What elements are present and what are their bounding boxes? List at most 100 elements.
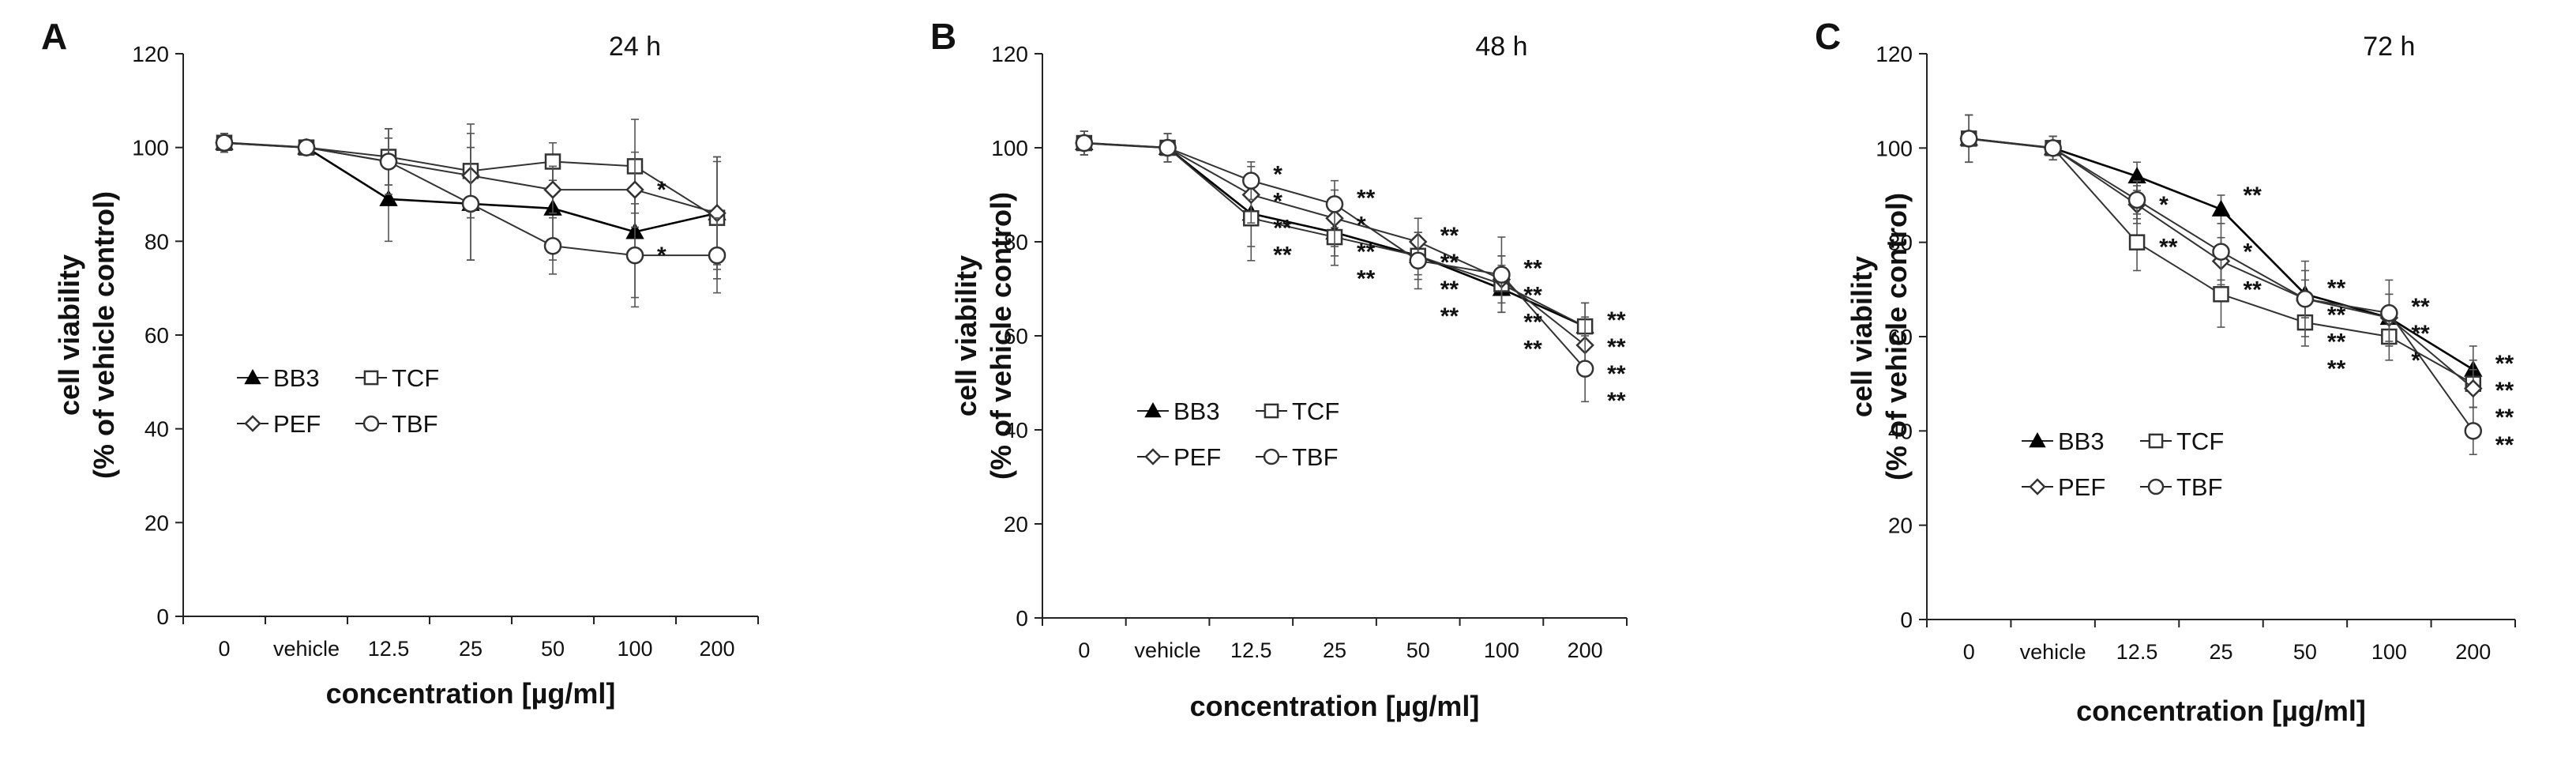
y-tick-label: 120: [991, 42, 1028, 66]
significance-marker: **: [2495, 405, 2514, 431]
data-point-circle: [297, 138, 316, 156]
legend-label: TCF: [392, 364, 439, 392]
significance-marker: **: [1523, 337, 1542, 363]
y-tick-label: 40: [1888, 419, 1913, 443]
significance-marker: **: [1440, 250, 1459, 276]
significance-marker: **: [1523, 256, 1542, 282]
data-point-circle: [1493, 266, 1511, 284]
y-tick-label: 100: [991, 136, 1028, 160]
legend-item-bb3: BB3: [237, 364, 320, 392]
y-tick-label: 80: [1888, 231, 1913, 255]
data-point-circle: [1325, 195, 1344, 213]
data-point-diamond: [625, 180, 644, 199]
x-tick-label: 100: [2371, 640, 2407, 664]
legend: BB3 TCF PEF TBF: [2022, 427, 2224, 501]
significance-marker: **: [2244, 277, 2262, 303]
legend-marker-diamond: [1144, 448, 1162, 465]
x-tick-label: 25: [2209, 640, 2232, 664]
legend-item-pef: PEF: [1137, 443, 1221, 471]
y-tick-label: 80: [1004, 230, 1028, 254]
data-point-circle: [1575, 360, 1594, 378]
x-tick-label: 100: [617, 637, 652, 661]
y-tick-label: 20: [1004, 512, 1028, 537]
y-tick-label: 100: [132, 136, 169, 160]
significance-marker: **: [1607, 361, 1626, 387]
legend-item-pef: PEF: [2022, 473, 2105, 501]
y-tick-label: 100: [1876, 136, 1913, 160]
significance-marker: **: [1357, 239, 1376, 265]
legend-marker-triangle: [244, 368, 261, 385]
data-point-triangle: [379, 189, 398, 206]
data-point-circle: [461, 194, 480, 213]
y-tick-label: 20: [145, 510, 169, 535]
y-tick-label: 40: [1004, 418, 1028, 443]
legend-label: TCF: [2176, 427, 2224, 455]
data-point-circle: [2296, 290, 2315, 308]
x-tick-label: 200: [699, 637, 734, 661]
x-tick-label: vehicle: [273, 637, 340, 661]
y-tick-label: 40: [145, 417, 169, 442]
significance-marker: **: [2327, 329, 2346, 355]
legend-marker-circle: [1263, 448, 1280, 465]
x-tick-label: 12.5: [368, 637, 410, 661]
significance-marker: *: [1273, 162, 1282, 188]
data-point-square: [2128, 234, 2146, 250]
data-point-circle: [2212, 243, 2230, 261]
significance-marker: **: [1440, 223, 1459, 249]
y-tick-label: 60: [1004, 324, 1028, 348]
significance-marker: *: [1357, 212, 1366, 238]
legend: BB3 TCF PEF TBF: [237, 364, 439, 438]
legend-label: TBF: [1292, 443, 1339, 471]
significance-marker: *: [1273, 189, 1282, 215]
data-point-diamond: [543, 180, 562, 199]
significance-marker: **: [1523, 310, 1542, 336]
legend-item-tbf: TBF: [355, 410, 438, 438]
legend-item-bb3: BB3: [2022, 427, 2105, 455]
x-tick-label: 50: [541, 637, 565, 661]
x-axis-title: concentration [µg/ml]: [1190, 690, 1480, 722]
data-point-circle: [625, 246, 644, 265]
y-tick-label: 80: [145, 229, 169, 254]
panel-c: 0 20 40 60 80 100 120 0 vehicle 12.5 25 50 100 200 con…: [1815, 16, 2516, 727]
y-tick-label: 120: [1876, 42, 1913, 66]
data-point-circle: [2380, 303, 2398, 322]
significance-marker: *: [2159, 192, 2169, 218]
x-tick-label: 50: [1406, 638, 1430, 662]
significance-marker: **: [2327, 302, 2346, 328]
y-tick-label: 20: [1888, 514, 1913, 538]
data-point-circle: [1242, 171, 1260, 190]
significance-marker: **: [1440, 277, 1459, 303]
legend-label: TCF: [1292, 397, 1339, 425]
significance-marker: **: [1273, 243, 1292, 269]
legend-item-tcf: TCF: [355, 364, 439, 392]
significance-marker: **: [2327, 356, 2346, 382]
data-point-circle: [2127, 190, 2146, 209]
x-tick-label: 25: [459, 637, 483, 661]
significance-marker: **: [2327, 275, 2346, 301]
x-tick-label: 0: [1963, 640, 1975, 664]
significance-marker: *: [2244, 239, 2253, 266]
data-point-circle: [708, 246, 727, 265]
significance-marker: **: [2411, 294, 2430, 320]
x-tick-label: 200: [2455, 640, 2491, 664]
legend-marker-circle: [362, 415, 380, 432]
significance-marker: **: [2244, 183, 2262, 209]
significance-marker: *: [657, 243, 667, 269]
data-point-circle: [1409, 251, 1427, 270]
legend-label: BB3: [273, 364, 320, 392]
legend-label: BB3: [1173, 397, 1220, 425]
chart-title: 72 h: [2363, 32, 2415, 62]
panel-a: 0 20 40 60 80 100 120 0 vehicle 12.5 25 50 100 200 con…: [41, 16, 759, 710]
legend-marker-square: [363, 370, 379, 386]
x-tick-label: 200: [1568, 638, 1603, 662]
chart-title: 24 h: [609, 32, 661, 62]
series-tbf: [1075, 130, 1594, 403]
x-tick-label: 0: [218, 637, 230, 661]
panel-letter: C: [1815, 16, 1841, 57]
x-tick-label: vehicle: [1135, 638, 1201, 662]
y-tick-label: 60: [145, 323, 169, 348]
x-tick-label: 12.5: [2116, 640, 2158, 664]
significance-marker: **: [2411, 321, 2430, 347]
y-tick-label: 0: [1016, 606, 1028, 631]
